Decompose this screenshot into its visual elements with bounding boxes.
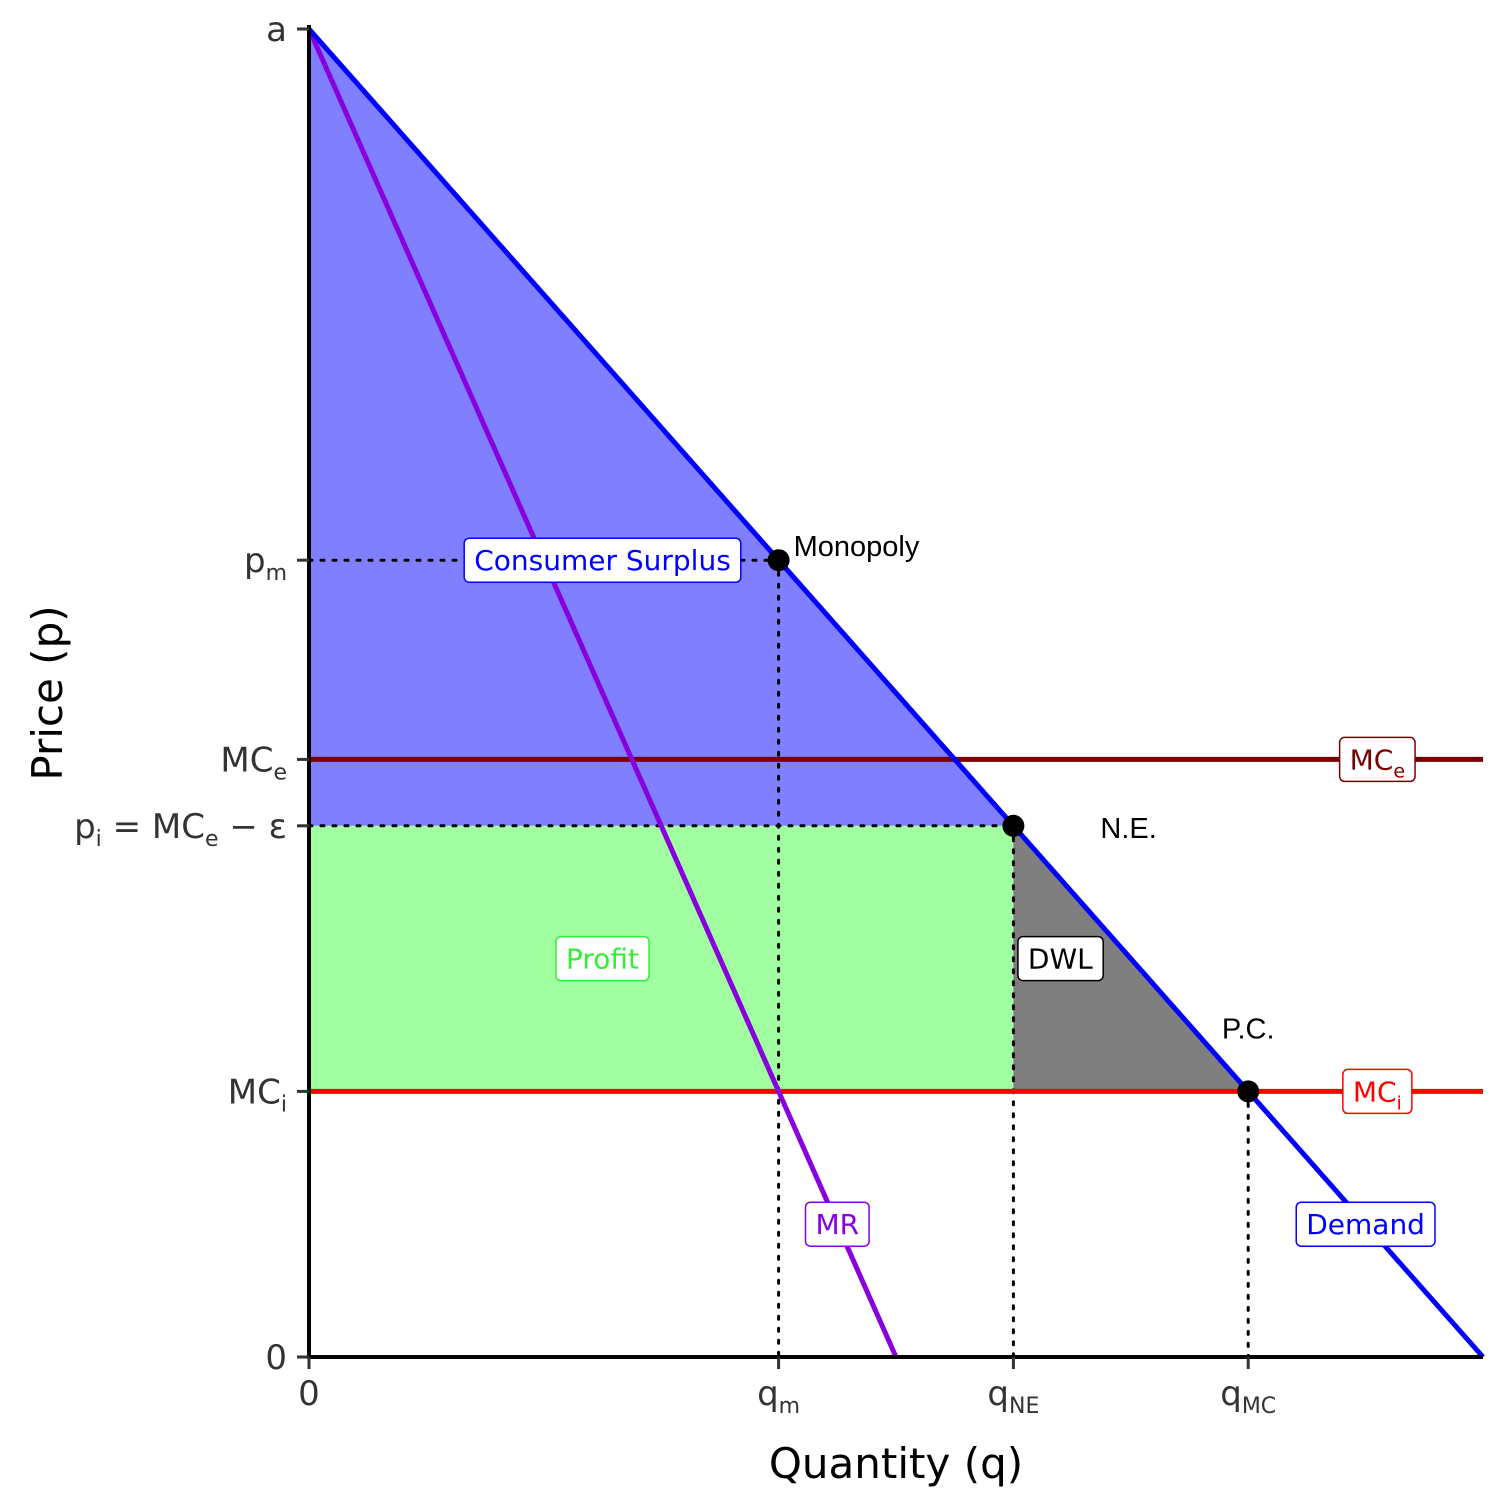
y-tick-label: a <box>266 10 287 50</box>
y-tick-label: MCe​ <box>220 740 287 785</box>
label-box-text: DWL <box>1028 943 1093 976</box>
y-tick-label: pm​ <box>244 541 287 586</box>
label-box-frame <box>555 935 650 982</box>
label-box-text: MCi​ <box>1353 1075 1402 1114</box>
curve-mr <box>306 27 899 1359</box>
x-tick-label: 0 <box>298 1374 320 1414</box>
y-tick-label: pi​ = MCe​ − ε <box>74 807 287 852</box>
label-box-text: Consumer Surplus <box>474 544 731 577</box>
label-box-frame <box>1295 1201 1436 1247</box>
label-box-text: MCe​ <box>1350 743 1405 782</box>
label-box-demand: Demand <box>1295 1201 1436 1247</box>
equilibrium-points: Monopoly N.E. P.C. <box>767 531 1275 1103</box>
x-tick-label: qNE​ <box>987 1374 1039 1419</box>
label-box-mce: MCe​ <box>1338 736 1416 783</box>
point-label-n-e: N.E. <box>1100 813 1156 845</box>
label-box-frame <box>463 537 742 583</box>
region-profit <box>309 825 1014 1092</box>
ticks: 0 MCi​ pi​ = MCe​ − ε MCe​ pm​ a 0 qm​ qNE​ qMC​ <box>74 10 1276 1419</box>
label-box-text: Profit <box>566 943 639 976</box>
point-label-p-c: P.C. <box>1222 1013 1275 1045</box>
axes <box>307 25 1483 1359</box>
label-box-mci: MCi​ <box>1342 1068 1413 1115</box>
label-box-frame <box>1338 736 1416 783</box>
label-box-frame <box>804 1201 870 1247</box>
label-box-mr: MR <box>804 1201 870 1247</box>
label-box-frame <box>1342 1068 1413 1115</box>
y-tick-label: MCi​ <box>228 1072 287 1117</box>
label-box-profit: Profit <box>555 935 650 982</box>
point-p-c <box>1237 1080 1260 1103</box>
label-box-text: MR <box>815 1208 859 1241</box>
label-box-frame <box>1017 935 1104 982</box>
x-axis-title: Quantity (q) <box>769 1439 1023 1488</box>
label-box-dwl: DWL <box>1017 935 1104 982</box>
y-axis-title: Price (p) <box>23 605 72 780</box>
point-label-monopoly: Monopoly <box>794 531 920 563</box>
x-tick-label: qm​ <box>757 1374 800 1419</box>
point-n-e <box>1002 814 1025 837</box>
curves <box>306 27 1485 1359</box>
point-monopoly <box>767 549 790 572</box>
x-tick-label: qMC​ <box>1220 1374 1276 1419</box>
y-tick-label: 0 <box>265 1338 287 1378</box>
label-box-consumer-surplus: Consumer Surplus <box>463 537 742 583</box>
label-box-text: Demand <box>1306 1208 1425 1241</box>
curve-demand <box>307 27 1485 1359</box>
boxed-labels: Consumer Surplus Profit DWL MCe​ MCi​ MR Deman… <box>463 537 1436 1247</box>
